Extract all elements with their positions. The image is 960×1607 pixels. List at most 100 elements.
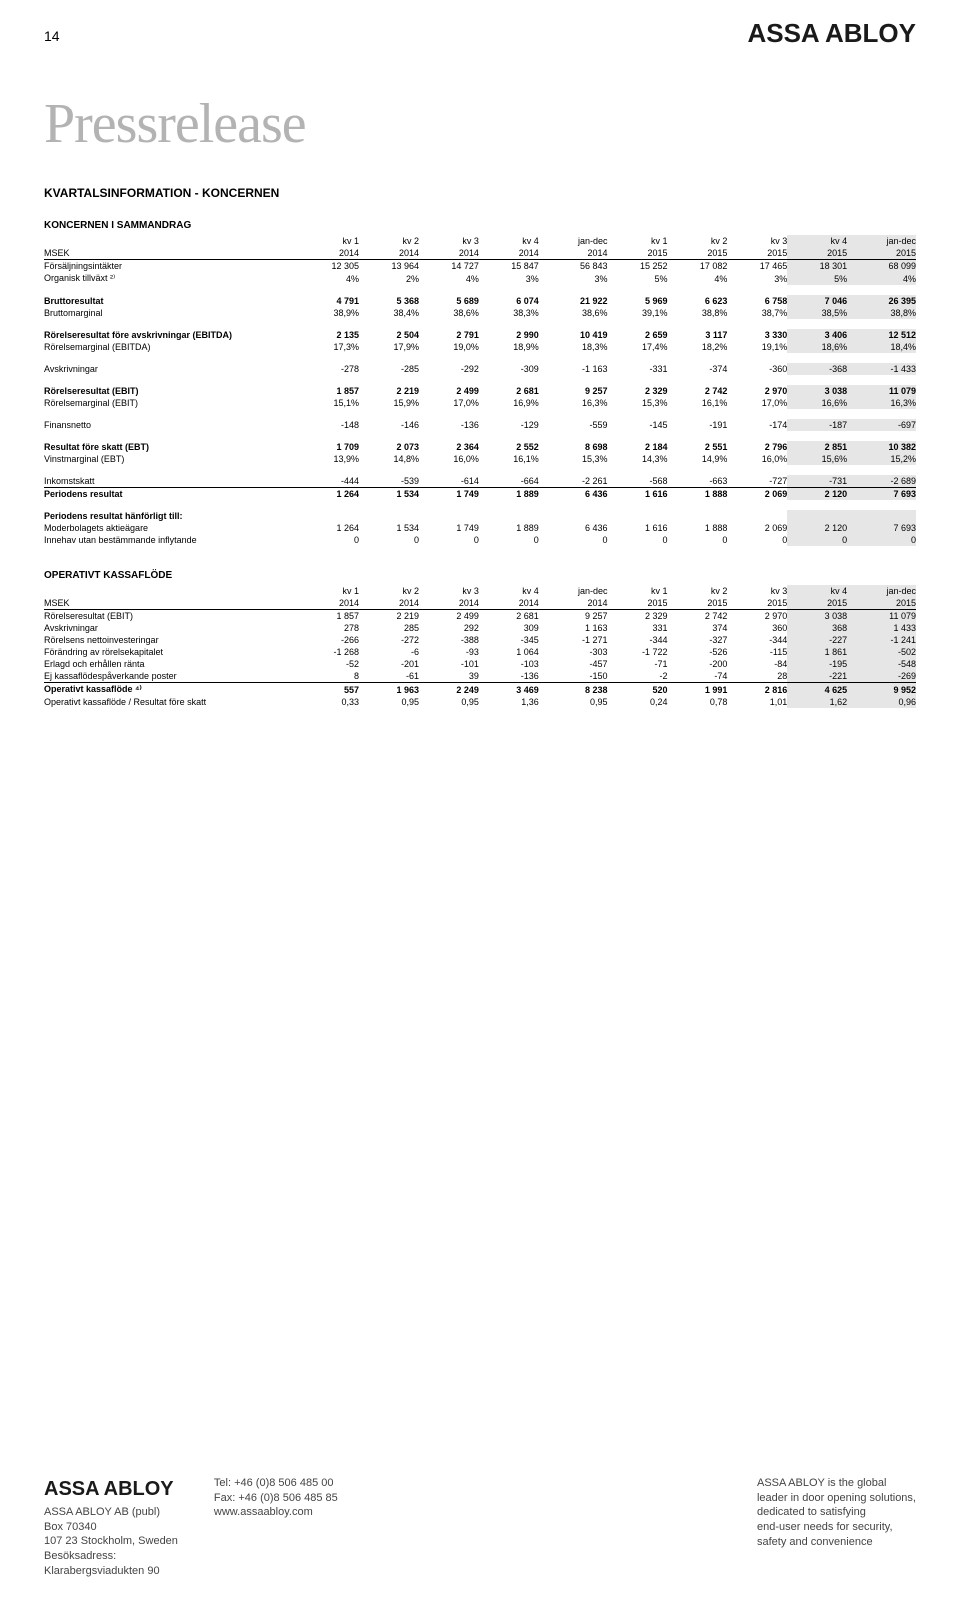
cell: 374 [667,622,727,634]
col-header-year: 2014 [539,597,608,610]
cell: 520 [608,683,668,697]
cell: -272 [359,634,419,646]
col-header: kv 1 [299,585,359,597]
row-label: Rörelseresultat (EBIT) [44,610,299,623]
cell: 292 [419,622,479,634]
page-footer: ASSA ABLOY ASSA ABLOY AB (publ)Box 70340… [44,1476,916,1579]
cell: 5% [608,272,668,285]
cell: 2 552 [479,441,539,453]
cell: 17,9% [359,341,419,353]
cell: -502 [847,646,916,658]
table-row [44,375,916,385]
cell: 38,8% [667,307,727,319]
cell: -2 [608,670,668,683]
cell: -327 [667,634,727,646]
cell: 1 889 [479,522,539,534]
cell [539,510,608,522]
cell: -614 [419,475,479,488]
cell: -227 [787,634,847,646]
cell: -115 [727,646,787,658]
cell: 19,1% [727,341,787,353]
cell: 1 264 [299,488,359,501]
cell: 68 099 [847,260,916,273]
cell: 0 [419,534,479,546]
cell: -292 [419,363,479,375]
cell: 3% [479,272,539,285]
cell: 331 [608,622,668,634]
cell: 15 847 [479,260,539,273]
cell: -1 241 [847,634,916,646]
col-header: kv 3 [727,235,787,247]
col-header: jan-dec [847,585,916,597]
row-label: Bruttomarginal [44,307,299,319]
cell: 18,6% [787,341,847,353]
footer-line: Klarabergsviadukten 90 [44,1564,178,1579]
col-header: kv 4 [479,235,539,247]
cell: 15,9% [359,397,419,409]
footer-line: Fax: +46 (0)8 506 485 85 [214,1491,338,1506]
footer-line: end-user needs for security, [757,1520,916,1535]
table-row: Operativt kassaflöde / Resultat före ska… [44,696,916,708]
col-header-year: 2014 [479,597,539,610]
cell: -269 [847,670,916,683]
cell: 2 681 [479,610,539,623]
cell: 4% [419,272,479,285]
col-header-year: 2015 [608,597,668,610]
row-label: Rörelsemarginal (EBIT) [44,397,299,409]
footer-line: ASSA ABLOY is the global [757,1476,916,1491]
cell: 8 238 [539,683,608,697]
cell: 2 219 [359,610,419,623]
cell: -278 [299,363,359,375]
col-header: jan-dec [539,585,608,597]
table-row: Vinstmarginal (EBT)13,9%14,8%16,0%16,1%1… [44,453,916,465]
cell: 14 727 [419,260,479,273]
cell: -2 261 [539,475,608,488]
col-header: kv 3 [419,585,479,597]
cell: 15,3% [539,453,608,465]
row-label: Operativt kassaflöde ⁴⁾ [44,683,299,697]
cell: 16,1% [479,453,539,465]
cell: 6 436 [539,488,608,501]
cell: -663 [667,475,727,488]
cell: 38,6% [419,307,479,319]
cell: 2 659 [608,329,668,341]
cell: 368 [787,622,847,634]
cell: 0 [847,534,916,546]
cell: -1 433 [847,363,916,375]
cell: 11 079 [847,610,916,623]
cell: -195 [787,658,847,670]
cell [787,510,847,522]
cell: 4% [299,272,359,285]
cell: 38,9% [299,307,359,319]
cell: -285 [359,363,419,375]
cell: 2 504 [359,329,419,341]
cell: 0,24 [608,696,668,708]
cell: -136 [419,419,479,431]
col-header-year: 2015 [787,597,847,610]
cell: 8 [299,670,359,683]
cell: 38,4% [359,307,419,319]
table-row [44,431,916,441]
cell: 1 163 [539,622,608,634]
cell: 0 [359,534,419,546]
cell: -103 [479,658,539,670]
table-row: Ej kassaflödespåverkande poster8-6139-13… [44,670,916,683]
table-row: Periodens resultat hänförligt till: [44,510,916,522]
cell: 10 382 [847,441,916,453]
col-header-year: 2015 [727,247,787,260]
cell: -52 [299,658,359,670]
cell: 17 082 [667,260,727,273]
col-header-year: 2015 [667,597,727,610]
cell: -1 271 [539,634,608,646]
cell: 16,0% [419,453,479,465]
cell: 2 069 [727,488,787,501]
cell: -266 [299,634,359,646]
cell: 0,95 [539,696,608,708]
table-row [44,285,916,295]
cell: 1 433 [847,622,916,634]
col-header: kv 4 [479,585,539,597]
cell: 1 888 [667,522,727,534]
row-label: Moderbolagets aktieägare [44,522,299,534]
row-label: Ej kassaflödespåverkande poster [44,670,299,683]
cell: 2 742 [667,610,727,623]
